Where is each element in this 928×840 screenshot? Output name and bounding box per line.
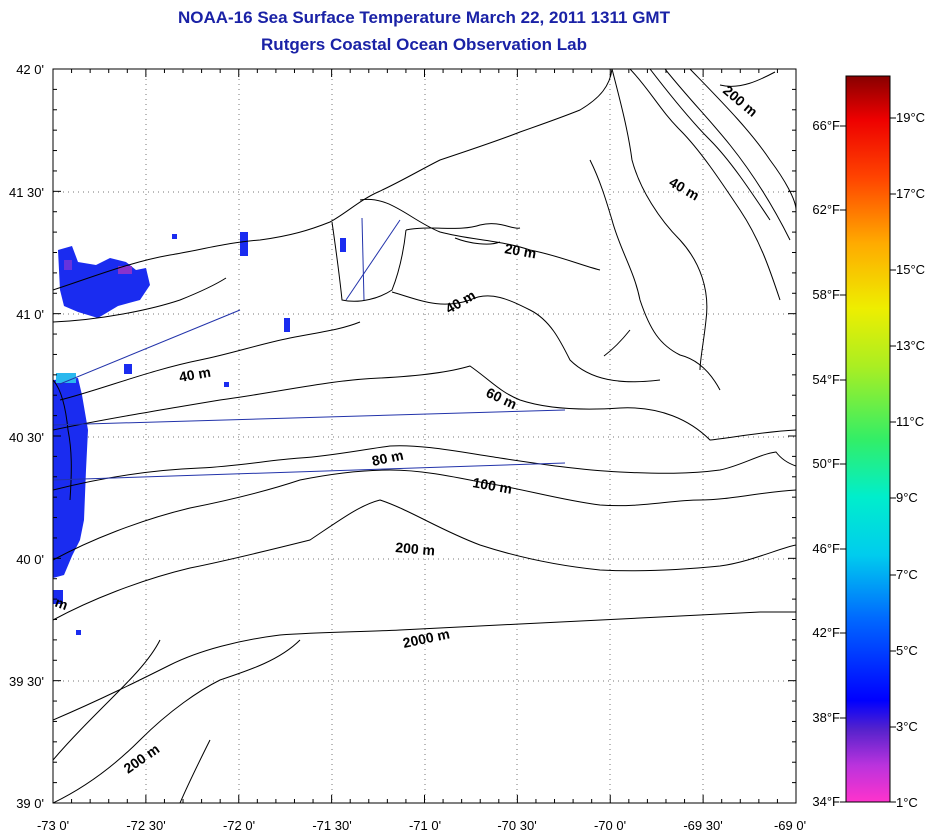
fahrenheit-label: 46°F xyxy=(812,541,840,556)
celsius-label: 3°C xyxy=(896,719,918,734)
satellite-tracks xyxy=(53,217,566,481)
bathymetry-contours xyxy=(53,69,796,803)
fahrenheit-label: 50°F xyxy=(812,456,840,471)
lat-label: 40 0' xyxy=(16,552,44,567)
fahrenheit-label: 38°F xyxy=(812,710,840,725)
celsius-label: 15°C xyxy=(896,262,925,277)
sst-data-patches xyxy=(53,232,346,635)
contour-40m-north xyxy=(391,291,661,383)
celsius-label: 5°C xyxy=(896,643,918,658)
lon-label: -73 0' xyxy=(37,818,69,833)
colorbar xyxy=(845,75,891,803)
lat-label: 39 0' xyxy=(16,796,44,811)
contour-label: 200 m xyxy=(720,82,761,120)
lat-label: 41 0' xyxy=(16,307,44,322)
colorbar-fahrenheit-labels: 66°F 62°F 58°F 54°F 50°F 46°F 42°F 38°F … xyxy=(812,118,840,809)
contour-label: 60 m xyxy=(484,384,520,412)
celsius-label: 11°C xyxy=(896,414,924,429)
fahrenheit-label: 54°F xyxy=(812,372,840,387)
map-subtitle: Rutgers Coastal Ocean Observation Lab xyxy=(261,35,587,54)
lon-label: -70 0' xyxy=(594,818,626,833)
sst-patch-nj-coast xyxy=(53,378,88,578)
lon-label: -71 0' xyxy=(409,818,441,833)
sst-patch-purple-2 xyxy=(64,260,72,270)
coastline xyxy=(53,69,721,501)
fahrenheit-label: 34°F xyxy=(812,794,840,809)
celsius-label: 19°C xyxy=(896,110,925,125)
lon-label: -72 0' xyxy=(223,818,255,833)
lon-label: -72 30' xyxy=(126,818,165,833)
sst-patch-cyan xyxy=(56,373,76,383)
fahrenheit-label: 66°F xyxy=(812,118,840,133)
contour-60m xyxy=(53,365,796,441)
contour-2000m xyxy=(53,611,796,721)
contour-200m xyxy=(53,499,796,621)
sst-patch-purple xyxy=(118,266,132,274)
sst-patch-long-island-sound xyxy=(58,246,150,318)
lat-label: 39 30' xyxy=(9,674,44,689)
contour-label: 200 m xyxy=(395,539,436,558)
celsius-label: 7°C xyxy=(896,567,918,582)
contour-label: 20 m xyxy=(503,240,537,261)
contour-label: 40 m xyxy=(443,287,479,317)
lat-label: 40 30' xyxy=(9,430,44,445)
celsius-label: 13°C xyxy=(896,338,925,353)
fahrenheit-label: 42°F xyxy=(812,625,840,640)
lon-label: -71 30' xyxy=(312,818,351,833)
contour-40m-west xyxy=(59,321,361,401)
lon-label: -70 30' xyxy=(497,818,536,833)
contour-label: 80 m xyxy=(370,447,405,469)
axis-ticks xyxy=(52,68,797,804)
fahrenheit-label: 62°F xyxy=(812,202,840,217)
lat-label: 41 30' xyxy=(9,185,44,200)
colorbar-celsius-labels: 19°C 17°C 15°C 13°C 11°C 9°C 7°C 5°C 3°C… xyxy=(896,110,925,810)
latitude-labels: 42 0' 41 30' 41 0' 40 30' 40 0' 39 30' 3… xyxy=(9,62,44,811)
contour-label: m xyxy=(53,594,70,613)
contour-20m xyxy=(359,198,601,271)
lon-label: -69 30' xyxy=(683,818,722,833)
contour-labels: 200 m 40 m 20 m 40 m 40 m 60 m 80 m 100 … xyxy=(53,82,761,776)
fahrenheit-label: 58°F xyxy=(812,287,840,302)
contour-label: 100 m xyxy=(471,474,513,497)
lon-label: -69 0' xyxy=(774,818,806,833)
contour-100m xyxy=(53,469,796,561)
contour-80m xyxy=(53,445,796,491)
contour-label: 200 m xyxy=(121,741,163,777)
contour-200m-ne xyxy=(629,69,781,301)
celsius-label: 9°C xyxy=(896,490,918,505)
lat-label: 42 0' xyxy=(16,62,44,77)
longitude-labels: -73 0' -72 30' -72 0' -71 30' -71 0' -70… xyxy=(37,818,806,833)
contour-label: 40 m xyxy=(667,174,703,204)
contour-label: 40 m xyxy=(178,364,212,385)
celsius-label: 1°C xyxy=(896,795,918,810)
celsius-label: 17°C xyxy=(896,186,925,201)
colorbar-ticks xyxy=(840,117,896,803)
map-title: NOAA-16 Sea Surface Temperature March 22… xyxy=(178,8,670,27)
contour-200m-south xyxy=(53,639,301,803)
